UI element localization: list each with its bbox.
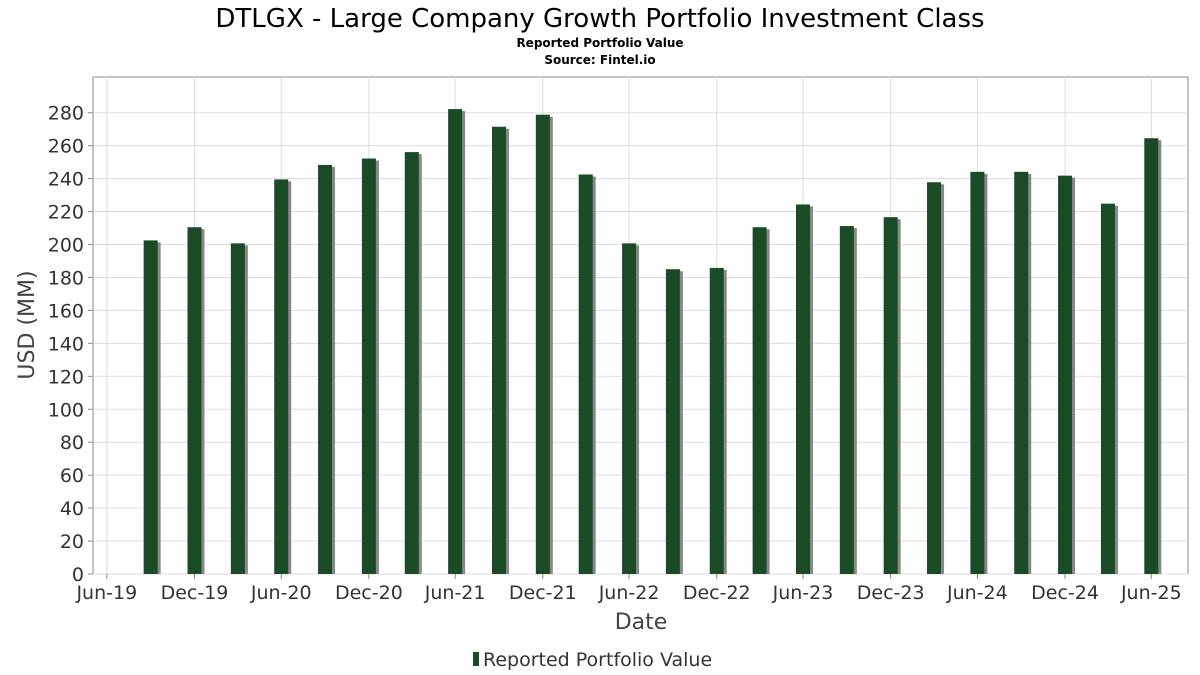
y-tick-label: 220 (48, 202, 84, 224)
bar (535, 114, 550, 574)
y-tick-label: 120 (48, 366, 84, 388)
bar (404, 152, 419, 574)
bar (361, 158, 376, 575)
legend-swatch (473, 652, 479, 666)
bar (187, 227, 202, 574)
y-tick-label: 260 (48, 136, 84, 158)
bar (970, 171, 985, 574)
bar (883, 217, 898, 574)
bar (839, 226, 854, 574)
bar (318, 164, 333, 574)
x-tick-label: Jun-23 (772, 582, 834, 604)
y-tick-label: 180 (48, 267, 84, 289)
x-tick-label: Dec-21 (509, 582, 577, 604)
y-tick-label: 200 (48, 235, 84, 257)
legend-label: Reported Portfolio Value (483, 649, 712, 671)
bar (1100, 203, 1115, 574)
x-tick-label: Dec-20 (335, 582, 403, 604)
bar (1014, 171, 1029, 574)
x-tick-label: Jun-25 (1120, 582, 1182, 604)
y-tick-label: 280 (48, 103, 84, 125)
bar (927, 182, 942, 575)
x-tick-label: Jun-21 (424, 582, 486, 604)
chart-title: DTLGX - Large Company Growth Portfolio I… (215, 4, 984, 34)
x-tick-label: Jun-20 (250, 582, 312, 604)
bar (578, 174, 593, 575)
bar (491, 126, 506, 574)
bar (448, 109, 463, 574)
x-tick-label: Jun-24 (946, 582, 1008, 604)
bar (752, 227, 767, 574)
bar (230, 243, 245, 574)
x-tick-label: Dec-22 (683, 582, 751, 604)
x-tick-label: Dec-23 (857, 582, 925, 604)
bar (622, 243, 637, 574)
bar (709, 267, 724, 574)
bar (1058, 175, 1073, 574)
bars (143, 109, 1162, 575)
x-axis-title: Date (615, 610, 668, 635)
x-tick-label: Jun-19 (75, 582, 137, 604)
y-tick-label: 140 (48, 333, 84, 355)
y-tick-label: 100 (48, 399, 84, 421)
x-tick-label: Dec-24 (1031, 582, 1099, 604)
chart-source: Source: Fintel.io (544, 53, 655, 67)
bar (143, 240, 158, 574)
y-axis-title: USD (MM) (15, 270, 40, 379)
bar (274, 179, 289, 574)
bar (1144, 138, 1159, 575)
y-tick-label: 160 (48, 300, 84, 322)
chart-subtitle: Reported Portfolio Value (516, 36, 683, 50)
x-tick-label: Dec-19 (161, 582, 229, 604)
y-tick-label: 240 (48, 169, 84, 191)
bar (665, 269, 680, 574)
axes: 0 20 40 60 80 100 120 140 160 180 200 220 240 260 280 J… (48, 103, 1182, 604)
y-tick-label: 0 (72, 564, 84, 586)
y-tick-label: 60 (60, 465, 84, 487)
x-tick-label: Jun-22 (598, 582, 660, 604)
bar (795, 204, 810, 574)
y-tick-label: 20 (60, 531, 84, 553)
y-tick-label: 40 (60, 498, 84, 520)
y-tick-label: 80 (60, 432, 84, 454)
